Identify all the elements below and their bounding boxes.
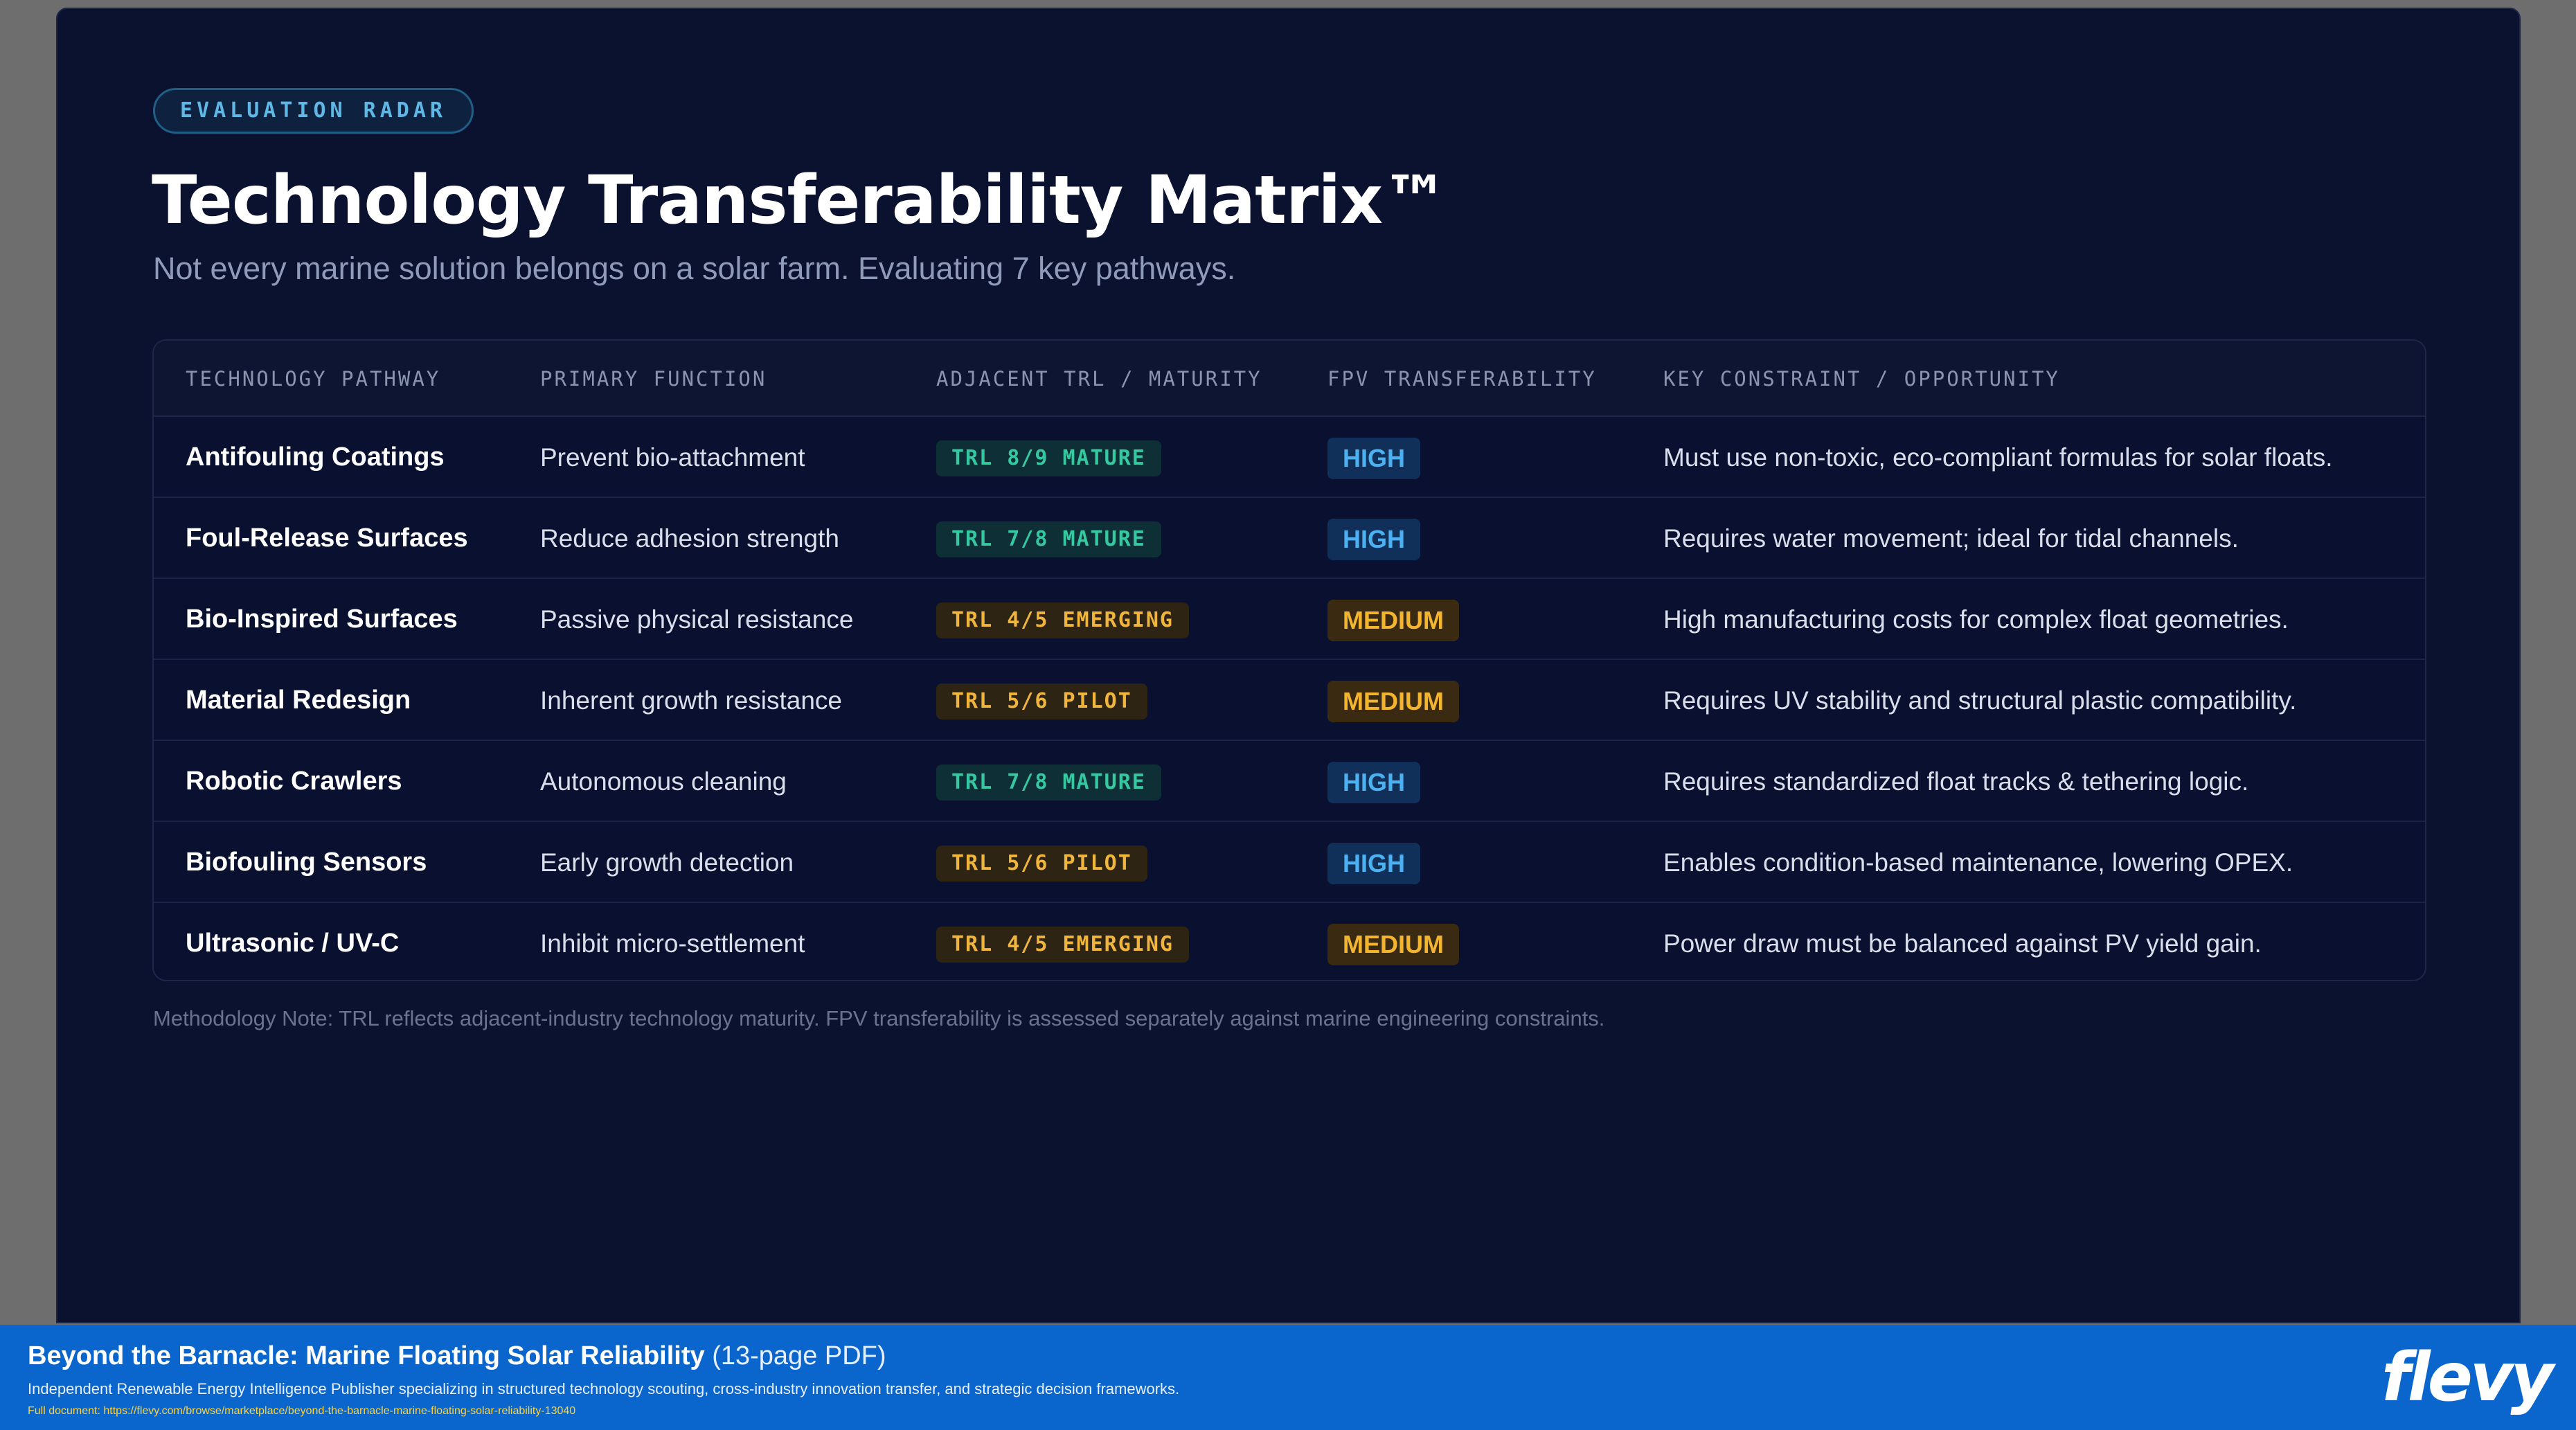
fpv-transferability-badge: MEDIUM <box>1327 681 1459 722</box>
trl-badge: TRL 8/9 MATURE <box>936 440 1161 476</box>
transferability-matrix-table: TECHNOLOGY PATHWAY PRIMARY FUNCTION ADJA… <box>152 339 2426 981</box>
page-title: Technology Transferability Matrix™ <box>152 161 1449 239</box>
technology-pathway-cell: Biofouling Sensors <box>186 848 427 877</box>
slide: EVALUATION RADAR Technology Transferabil… <box>56 8 2521 1323</box>
section-badge: EVALUATION RADAR <box>153 88 474 134</box>
table-row: Bio-Inspired Surfaces Passive physical re… <box>154 579 2425 660</box>
footer-banner: Beyond the Barnacle: Marine Floating Sol… <box>0 1325 2576 1430</box>
table-header: TECHNOLOGY PATHWAY PRIMARY FUNCTION ADJA… <box>154 341 2425 417</box>
header-technology-pathway: TECHNOLOGY PATHWAY <box>186 367 441 391</box>
technology-pathway-cell: Ultrasonic / UV-C <box>186 929 400 958</box>
key-constraint-cell: Power draw must be balanced against PV y… <box>1663 929 2262 958</box>
trl-badge: TRL 7/8 MATURE <box>936 765 1161 801</box>
key-constraint-cell: Must use non-toxic, eco-compliant formul… <box>1663 443 2333 472</box>
technology-pathway-cell: Foul-Release Surfaces <box>186 524 468 553</box>
primary-function-cell: Autonomous cleaning <box>540 767 787 796</box>
technology-pathway-cell: Material Redesign <box>186 686 411 715</box>
fpv-transferability-badge: MEDIUM <box>1327 600 1459 641</box>
header-adjacent-trl: ADJACENT TRL / MATURITY <box>936 367 1262 391</box>
page-subtitle: Not every marine solution belongs on a s… <box>153 251 1236 286</box>
technology-pathway-cell: Robotic Crawlers <box>186 767 402 796</box>
key-constraint-cell: Requires water movement; ideal for tidal… <box>1663 524 2239 553</box>
table-row: Ultrasonic / UV-C Inhibit micro-settlemen… <box>154 903 2425 980</box>
table-row: Biofouling Sensors Early growth detection… <box>154 822 2425 903</box>
table-row: Robotic Crawlers Autonomous cleaning TRL 7… <box>154 741 2425 822</box>
primary-function-cell: Early growth detection <box>540 848 794 877</box>
technology-pathway-cell: Antifouling Coatings <box>186 443 445 472</box>
primary-function-cell: Inhibit micro-settlement <box>540 929 805 958</box>
primary-function-cell: Passive physical resistance <box>540 605 854 634</box>
fpv-transferability-badge: HIGH <box>1327 519 1420 560</box>
fpv-transferability-badge: HIGH <box>1327 438 1420 479</box>
primary-function-cell: Reduce adhesion strength <box>540 524 839 553</box>
fpv-transferability-badge: HIGH <box>1327 762 1420 803</box>
methodology-note: Methodology Note: TRL reflects adjacent-… <box>153 1006 1605 1030</box>
header-key-constraint: KEY CONSTRAINT / OPPORTUNITY <box>1663 367 2060 391</box>
key-constraint-cell: High manufacturing costs for complex flo… <box>1663 605 2289 634</box>
document-title[interactable]: Beyond the Barnacle: Marine Floating Sol… <box>28 1341 886 1371</box>
trl-badge: TRL 5/6 PILOT <box>936 846 1147 882</box>
document-title-text: Beyond the Barnacle: Marine Floating Sol… <box>28 1341 705 1370</box>
key-constraint-cell: Enables condition-based maintenance, low… <box>1663 848 2293 877</box>
trl-badge: TRL 5/6 PILOT <box>936 683 1147 720</box>
key-constraint-cell: Requires UV stability and structural pla… <box>1663 686 2297 715</box>
publisher-description: Independent Renewable Energy Intelligenc… <box>28 1380 1180 1397</box>
trl-badge: TRL 4/5 EMERGING <box>936 927 1189 963</box>
document-link[interactable]: Full document: https://flevy.com/browse/… <box>28 1405 576 1417</box>
header-primary-function: PRIMARY FUNCTION <box>540 367 767 391</box>
fpv-transferability-badge: MEDIUM <box>1327 924 1459 965</box>
table-row: Foul-Release Surfaces Reduce adhesion str… <box>154 498 2425 579</box>
header-fpv-transferability: FPV TRANSFERABILITY <box>1327 367 1597 391</box>
technology-pathway-cell: Bio-Inspired Surfaces <box>186 605 458 634</box>
table-row: Antifouling Coatings Prevent bio-attachme… <box>154 417 2425 498</box>
primary-function-cell: Inherent growth resistance <box>540 686 843 715</box>
table-row: Material Redesign Inherent growth resista… <box>154 660 2425 741</box>
fpv-transferability-badge: HIGH <box>1327 843 1420 884</box>
trl-badge: TRL 7/8 MATURE <box>936 521 1161 557</box>
primary-function-cell: Prevent bio-attachment <box>540 443 805 472</box>
key-constraint-cell: Requires standardized float tracks & tet… <box>1663 767 2249 796</box>
document-page-count: (13-page PDF) <box>712 1341 886 1370</box>
flevy-logo[interactable]: flevy <box>2381 1339 2554 1416</box>
trl-badge: TRL 4/5 EMERGING <box>936 602 1189 638</box>
